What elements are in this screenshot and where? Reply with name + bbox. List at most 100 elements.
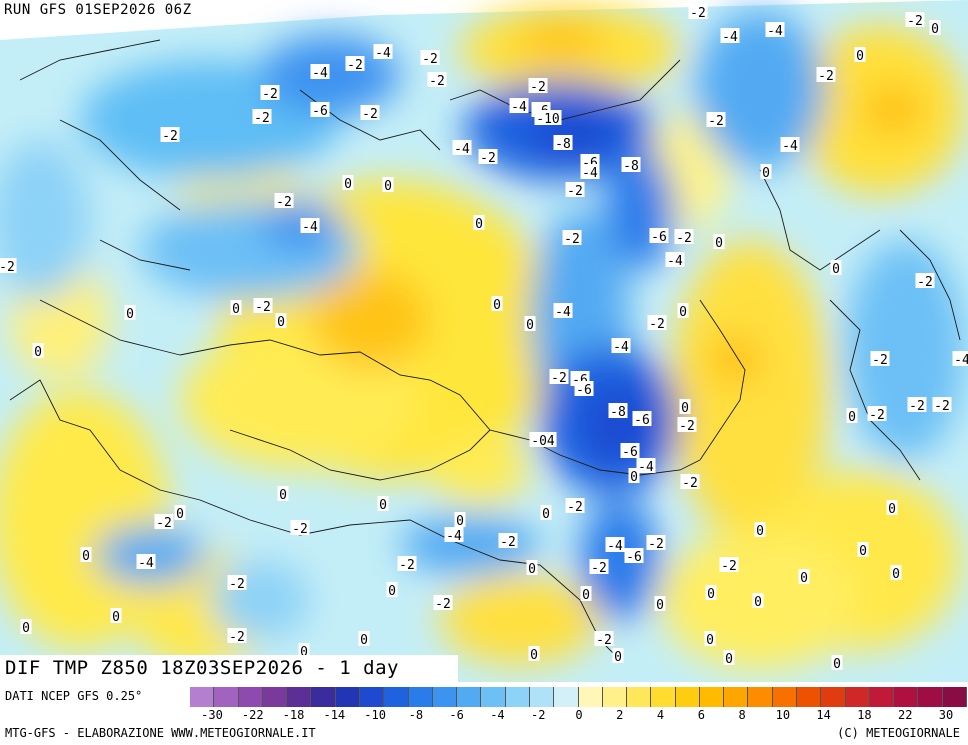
colorbar-tick-label: -30 <box>201 708 223 722</box>
contour-label: 0 <box>542 507 550 522</box>
contour-label: -2 <box>869 408 885 423</box>
contour-label-bg <box>310 102 330 117</box>
contour-label-bg <box>611 338 631 353</box>
colorbar-swatch <box>918 687 943 707</box>
contour-label-bg <box>677 417 697 432</box>
colorbar-swatch <box>869 687 895 707</box>
contour-label-bg <box>524 316 536 331</box>
contour-label-bg <box>760 164 772 179</box>
contour-label-bg <box>723 650 735 665</box>
contour-label: 0 <box>856 49 864 64</box>
contour-label: -2 <box>917 275 933 290</box>
contour-label-bg <box>720 28 740 43</box>
contour-label: 0 <box>833 657 841 672</box>
credit-left: MTG-GFS - ELABORAZIONE WWW.METEOGIORNALE… <box>5 726 316 740</box>
field-title-box <box>0 655 458 682</box>
contour-label-bg <box>534 110 562 125</box>
colorbar-tick-label: -4 <box>490 708 505 722</box>
colorbar-swatch <box>287 687 312 707</box>
contour-label: -2 <box>872 353 888 368</box>
colorbar-tick-label: 6 <box>697 708 705 722</box>
contour-label: -6 <box>626 550 642 565</box>
colorbar-swatch <box>335 687 360 707</box>
contour-label-bg <box>628 468 640 483</box>
contour-label-bg <box>124 305 136 320</box>
contour-label: 0 <box>344 177 352 192</box>
contour-label-bg <box>646 535 666 550</box>
contour-label-bg <box>915 273 935 288</box>
contour-label-bg <box>890 565 902 580</box>
contour-label: 0 <box>832 262 840 277</box>
contour-label-bg <box>553 303 573 318</box>
contour-label-bg <box>528 646 540 661</box>
contour-label-bg <box>621 157 641 172</box>
contour-label-bg <box>752 593 764 608</box>
contour-label: -4 <box>613 340 629 355</box>
contour-label: -4 <box>767 24 783 39</box>
contour-label: 0 <box>232 302 240 317</box>
contour-label-bg <box>565 182 585 197</box>
contour-label: -2 <box>500 535 516 550</box>
contour-label: -2 <box>682 476 698 491</box>
contour-label-bg <box>831 655 843 670</box>
contour-label: 0 <box>300 645 308 660</box>
contour-label: -2 <box>530 80 546 95</box>
contour-label: -2 <box>690 6 706 21</box>
contour-label-bg <box>342 175 354 190</box>
contour-label-bg <box>754 522 766 537</box>
colorbar-tick-label: -2 <box>530 708 546 722</box>
temperature-anomaly-map: -2-20-4-40-4-2-4-2-2-2-2-2-2-6-2-4-6-10-… <box>0 0 968 682</box>
colorbar-swatch <box>578 687 603 707</box>
contour-label-bg <box>706 112 726 127</box>
contour-label: -2 <box>292 522 308 537</box>
colorbar-tick-label: -10 <box>364 708 386 722</box>
contour-label-bg <box>386 582 398 597</box>
contour-label-bg <box>360 105 380 120</box>
colorbar-tick-label: -6 <box>449 708 464 722</box>
contour-label-bg <box>765 22 785 37</box>
contour-label-bg <box>907 397 927 412</box>
contour-label: 0 <box>528 562 536 577</box>
contour-label: 0 <box>379 498 387 513</box>
colorbar-tick-label: -18 <box>282 708 305 722</box>
contour-label-bg <box>310 64 330 79</box>
colorbar-swatch <box>238 687 263 707</box>
contour-label-bg <box>574 381 594 396</box>
contour-label-bg <box>562 230 582 245</box>
colorbar-tick-label: 10 <box>775 708 791 722</box>
contour-label: 0 <box>475 217 483 232</box>
contour-label: 0 <box>706 633 714 648</box>
colorbar-tick-label: -8 <box>408 708 424 722</box>
contour-label-bg <box>594 631 614 646</box>
colorbar-swatch <box>797 687 822 707</box>
colorbar-swatch <box>408 687 433 707</box>
colorbar-tick-label: 0 <box>575 708 583 722</box>
contour-label-bg <box>275 313 287 328</box>
contour-label-bg <box>154 514 174 529</box>
colorbar-swatch <box>214 687 239 707</box>
contour-label-bg <box>905 12 925 27</box>
contour-label: -4 <box>782 139 798 154</box>
colorbar-swatch <box>481 687 506 707</box>
contour-label: 0 <box>34 345 42 360</box>
contour-label: 0 <box>681 401 689 416</box>
contour-label: -2 <box>480 151 496 166</box>
field-title: DIF TMP Z850 18Z03SEP2026 - 1 day <box>5 657 399 679</box>
contour-label-bg <box>478 149 498 164</box>
contour-label-bg <box>80 547 92 562</box>
contour-label: 0 <box>762 166 770 181</box>
contour-label: -4 <box>667 254 683 269</box>
contour-label: 0 <box>22 621 30 636</box>
colorbar-swatch <box>505 687 530 707</box>
contour-label-bg <box>358 631 370 646</box>
contour-label-bg <box>377 496 389 511</box>
contour-label-bg <box>298 643 310 658</box>
contour-label-bg <box>867 406 887 421</box>
colorbar-ticks: -30 -22 -18 -14 -10 -8 -6 -4 -2 0 2 4 6 8 10 14 18 22 30 <box>190 708 967 724</box>
credit-right: (C) METEOGIORNALE <box>837 726 960 740</box>
contour-label: -4 <box>138 556 154 571</box>
contour-label-bg <box>647 315 667 330</box>
contour-label: -2 <box>229 630 245 645</box>
contour-label-bg <box>0 258 17 273</box>
contour-label-bg <box>300 218 320 233</box>
